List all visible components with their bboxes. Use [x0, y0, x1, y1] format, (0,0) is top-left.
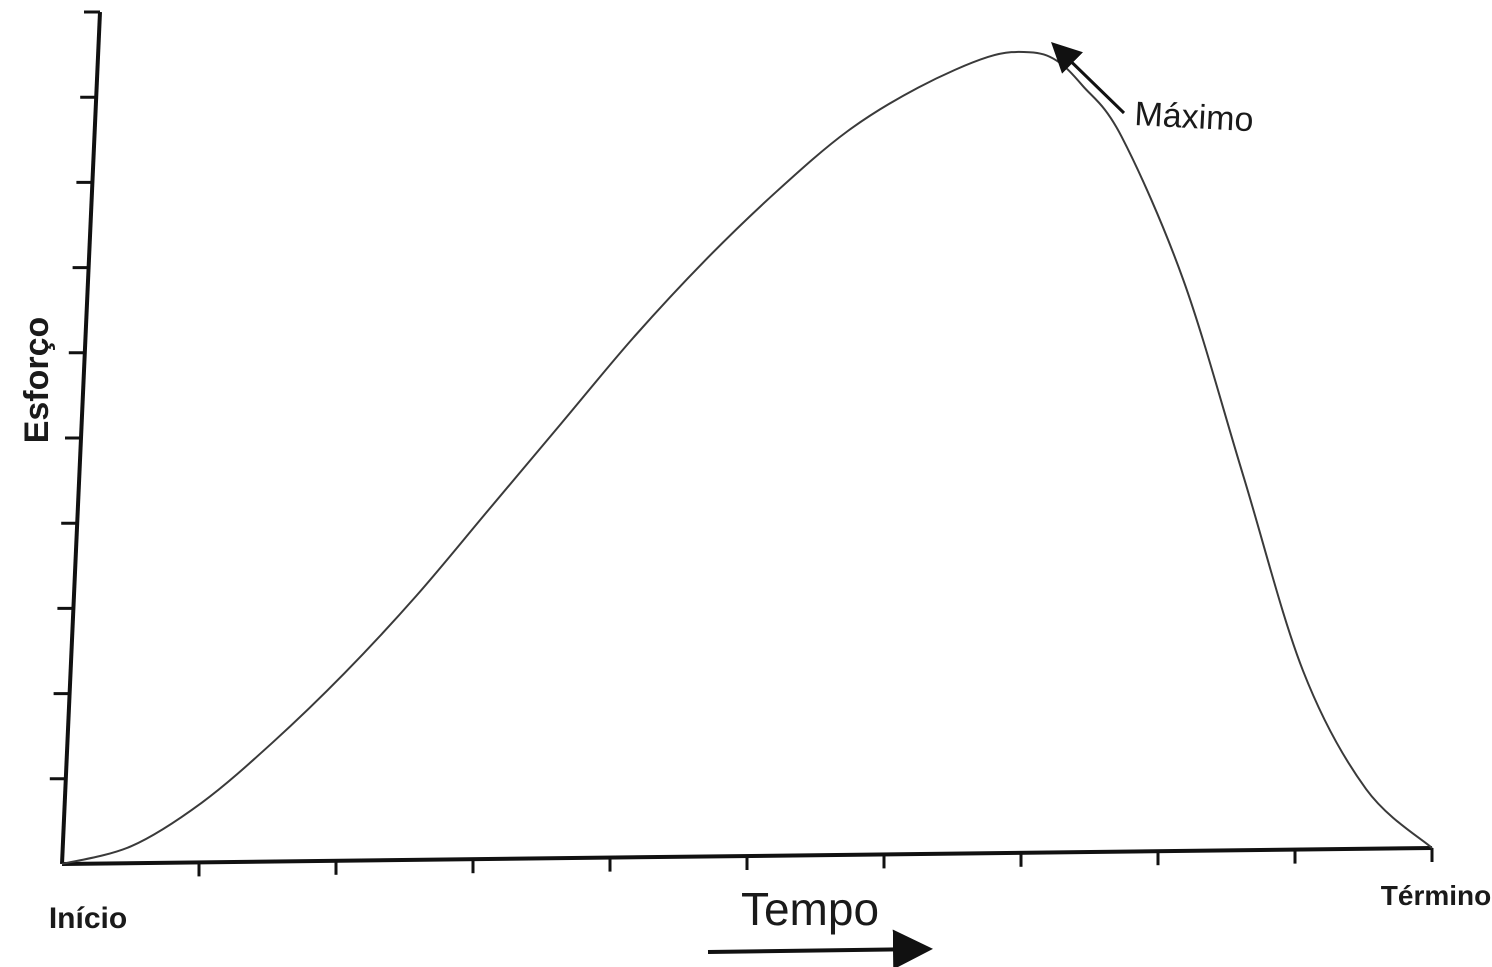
arrows — [707, 42, 1126, 967]
x-axis-label: Tempo — [741, 883, 879, 935]
effort-curve — [61, 50, 1433, 865]
peak-pointer-arrow — [1051, 42, 1126, 115]
x-start-label: Início — [49, 902, 127, 935]
y-axis-label: Esforço — [18, 317, 56, 444]
axes — [60, 11, 1433, 866]
x-end-label: Término — [1381, 880, 1491, 911]
series — [61, 50, 1433, 865]
time-direction-arrow — [707, 929, 933, 967]
labels: Esforço Início Término Tempo Máximo — [18, 95, 1491, 935]
peak-annotation-label: Máximo — [1134, 95, 1255, 139]
ticks — [49, 10, 1434, 877]
